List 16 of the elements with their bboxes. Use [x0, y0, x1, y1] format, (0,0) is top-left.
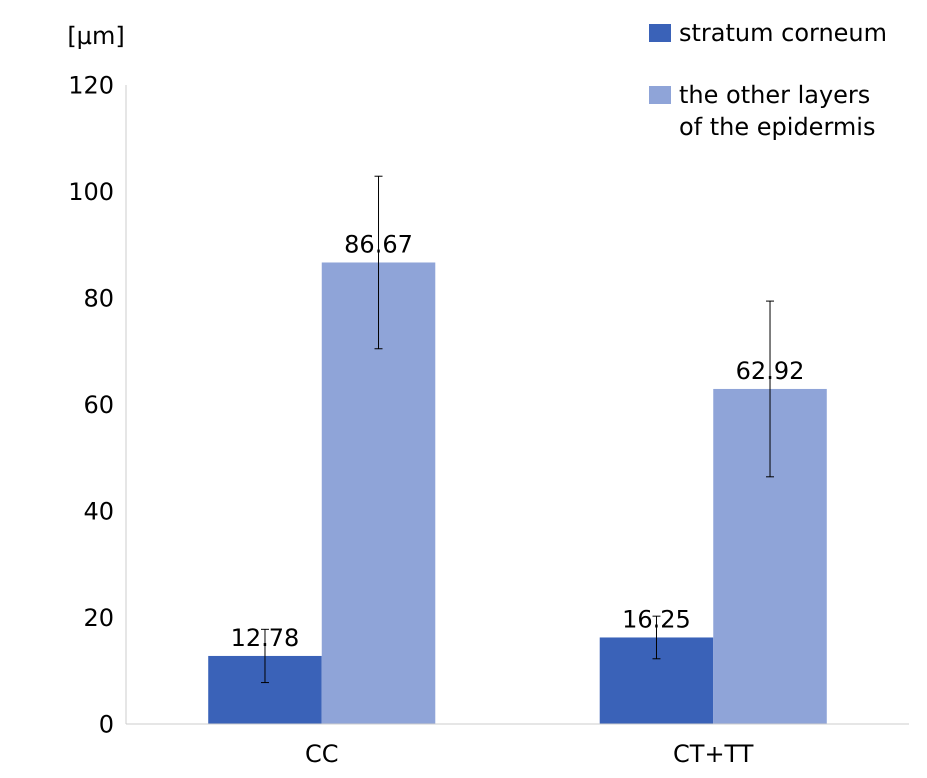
bar [208, 656, 322, 724]
y-tick-label: 0 [98, 710, 114, 738]
legend-label: the other layers of the epidermis [679, 81, 876, 141]
legend-label: stratum corneum [679, 19, 888, 47]
x-tick-label: CT+TT [673, 740, 754, 768]
bar [322, 262, 436, 724]
bar [713, 388, 827, 724]
y-tick-label: 100 [68, 178, 114, 206]
x-tick-label: CC [304, 740, 339, 768]
y-tick-label: 60 [83, 390, 114, 419]
y-tick-label: 20 [83, 604, 114, 632]
y-axis-title: [μm] [67, 22, 125, 50]
y-tick-label: 120 [68, 71, 114, 100]
y-tick-label: 80 [83, 284, 114, 312]
bar [600, 637, 714, 724]
y-tick-label: 40 [83, 497, 114, 526]
